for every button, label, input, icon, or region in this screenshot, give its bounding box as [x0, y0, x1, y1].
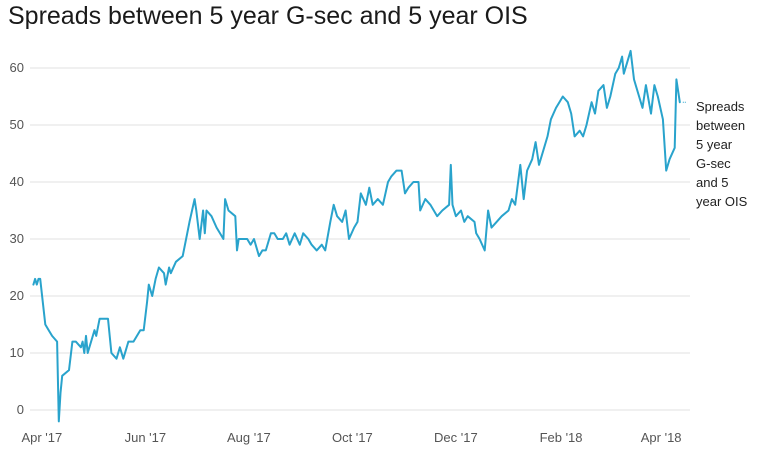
legend-label-line: and 5: [696, 175, 729, 190]
series-line: [33, 51, 679, 422]
legend-label-line: between: [696, 118, 745, 133]
y-tick-label: 50: [10, 117, 24, 132]
legend-label-line: 5 year: [696, 137, 733, 152]
y-axis-tick-labels: 0 10 20 30 40 50 60: [10, 60, 24, 417]
legend-label-line: year OIS: [696, 194, 748, 209]
x-tick-label: Dec '17: [434, 430, 478, 445]
y-tick-label: 60: [10, 60, 24, 75]
x-tick-label: Apr '17: [21, 430, 62, 445]
x-axis-tick-labels: Apr '17 Jun '17 Aug '17 Oct '17 Dec '17 Feb '…: [21, 430, 681, 445]
y-tick-label: 40: [10, 174, 24, 189]
x-tick-label: Apr '18: [641, 430, 682, 445]
y-tick-label: 30: [10, 231, 24, 246]
grid-lines: [30, 68, 690, 410]
x-tick-label: Aug '17: [227, 430, 271, 445]
series-legend-label: Spreads between 5 year G-sec and 5 year OIS: [683, 99, 748, 209]
x-tick-label: Oct '17: [332, 430, 373, 445]
y-tick-label: 0: [17, 402, 24, 417]
x-tick-label: Feb '18: [540, 430, 583, 445]
legend-label-line: G-sec: [696, 156, 731, 171]
x-tick-label: Jun '17: [125, 430, 167, 445]
y-tick-label: 10: [10, 345, 24, 360]
y-tick-label: 20: [10, 288, 24, 303]
legend-label-line: Spreads: [696, 99, 745, 114]
